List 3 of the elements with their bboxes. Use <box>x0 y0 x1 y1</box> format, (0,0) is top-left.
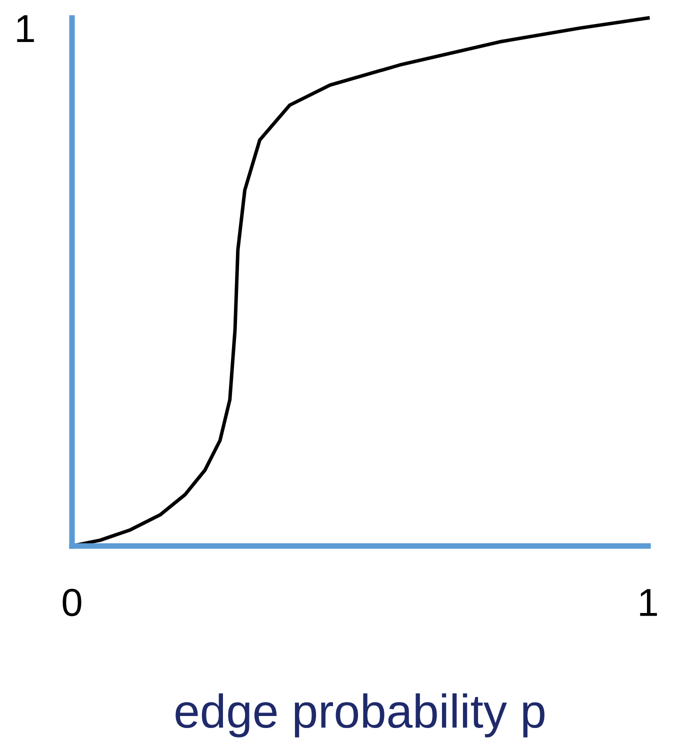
x-tick-label: 0 <box>62 588 82 616</box>
text: 1 <box>17 15 34 42</box>
x-axis-title: edge probability p <box>176 693 544 738</box>
